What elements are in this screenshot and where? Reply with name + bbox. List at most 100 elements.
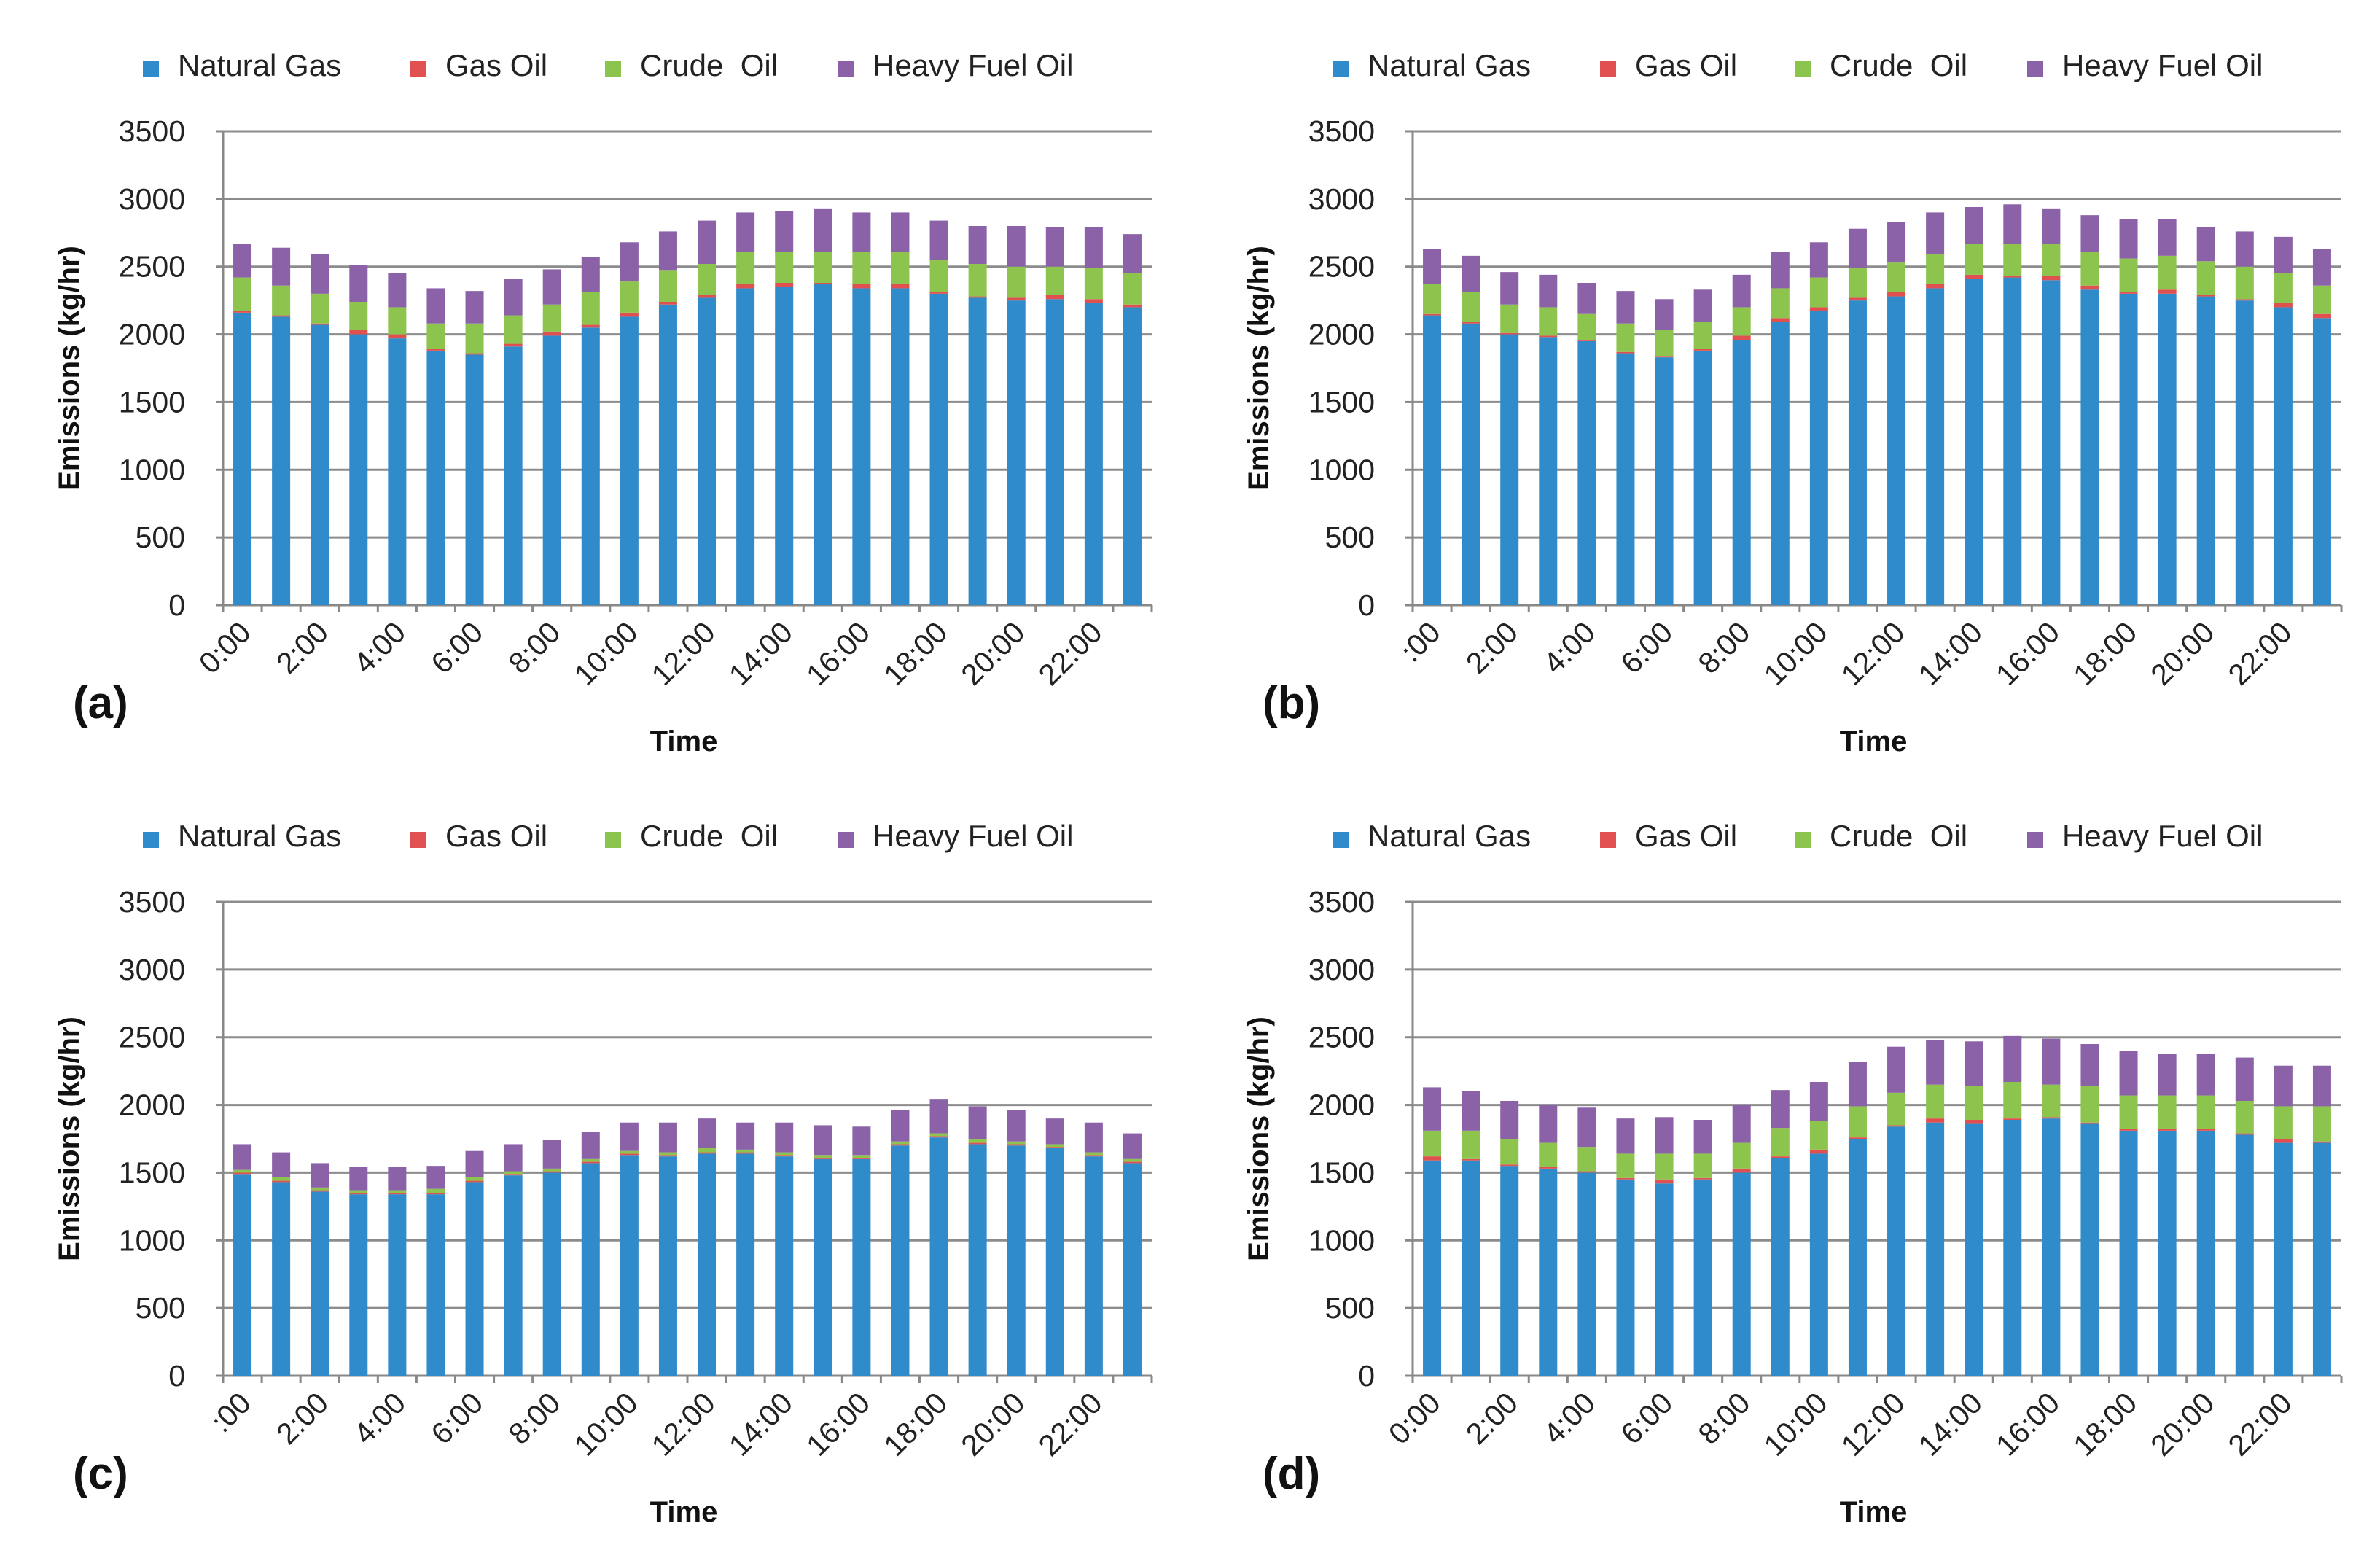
bar-gas-oil xyxy=(1123,1161,1142,1164)
bar-gas-oil xyxy=(620,1153,639,1156)
bar-heavy-fuel-oil xyxy=(465,1150,484,1177)
legend-swatch-crude-oil xyxy=(605,832,621,848)
bar-crude-oil xyxy=(1732,1142,1751,1169)
bar-natural-gas xyxy=(1732,1172,1751,1376)
bar-heavy-fuel-oil xyxy=(1887,1046,1906,1093)
bar-crude-oil xyxy=(1462,1130,1480,1159)
bar-natural-gas xyxy=(929,1137,948,1376)
bar-crude-oil xyxy=(1732,307,1751,336)
x-tick-label: 4:00 xyxy=(347,1386,412,1451)
bar-heavy-fuel-oil xyxy=(1123,234,1142,273)
bar-natural-gas xyxy=(775,1156,794,1376)
bar-natural-gas xyxy=(2042,1118,2061,1376)
bar-natural-gas xyxy=(2274,1142,2293,1376)
bar-crude-oil xyxy=(1848,1106,1867,1138)
bar-gas-oil xyxy=(1462,322,1480,324)
y-tick-label: 2500 xyxy=(1308,250,1375,284)
bar-natural-gas xyxy=(1655,1183,1674,1376)
bar-gas-oil xyxy=(426,1193,445,1195)
x-tick-label: 4:00 xyxy=(1537,615,1601,680)
bar-heavy-fuel-oil xyxy=(968,226,987,264)
bar-gas-oil xyxy=(1577,1171,1596,1173)
legend-label: Crude Oil xyxy=(640,819,778,853)
y-tick-label: 2000 xyxy=(119,1088,185,1122)
legend-label: Gas Oil xyxy=(1635,48,1737,82)
bar-crude-oil xyxy=(698,1148,717,1153)
bar-heavy-fuel-oil xyxy=(1732,1105,1751,1143)
bar-gas-oil xyxy=(1539,1167,1558,1169)
bar-crude-oil xyxy=(1655,330,1674,357)
bar-heavy-fuel-oil xyxy=(620,1122,639,1151)
bar-heavy-fuel-oil xyxy=(2235,231,2254,267)
bar-crude-oil xyxy=(1887,1092,1906,1126)
legend-label: Natural Gas xyxy=(178,819,341,853)
bar-natural-gas xyxy=(2274,307,2293,605)
bar-crude-oil xyxy=(1539,1142,1558,1167)
x-tick-label: 0:00 xyxy=(192,615,257,680)
bar-crude-oil xyxy=(814,252,832,283)
legend-label: Gas Oil xyxy=(445,819,547,853)
bar-gas-oil xyxy=(1848,297,1867,301)
bar-heavy-fuel-oil xyxy=(1577,283,1596,314)
bar-natural-gas xyxy=(504,346,523,605)
bar-natural-gas xyxy=(1123,1163,1142,1376)
bar-natural-gas xyxy=(2196,1130,2215,1376)
bar-crude-oil xyxy=(929,260,948,292)
bar-gas-oil xyxy=(542,331,561,336)
chart-panel-a: Natural Gas Gas Oil Crude Oil Heavy Fuel Oi… xyxy=(53,48,1153,758)
bar-crude-oil xyxy=(852,252,871,284)
bar-heavy-fuel-oil xyxy=(1539,1105,1558,1143)
bar-natural-gas xyxy=(2119,1130,2138,1376)
legend-label: Natural Gas xyxy=(1367,48,1531,82)
bar-crude-oil xyxy=(272,285,291,316)
bar-heavy-fuel-oil xyxy=(891,1110,910,1142)
bar-heavy-fuel-oil xyxy=(1693,289,1712,322)
bar-crude-oil xyxy=(968,1139,987,1143)
bar-heavy-fuel-oil xyxy=(311,254,329,294)
bar-gas-oil xyxy=(504,1174,523,1176)
bar-gas-oil xyxy=(1655,1179,1674,1184)
bar-heavy-fuel-oil xyxy=(349,1167,368,1191)
bar-gas-oil xyxy=(2042,276,2061,281)
bar-crude-oil xyxy=(620,281,639,313)
bar-natural-gas xyxy=(1500,1166,1519,1376)
legend-swatch-heavy-fuel-oil xyxy=(2027,832,2043,848)
bar-natural-gas xyxy=(465,1182,484,1376)
bar-crude-oil xyxy=(2080,252,2099,286)
bar-crude-oil xyxy=(504,315,523,344)
bar-natural-gas xyxy=(426,1194,445,1376)
bar-gas-oil xyxy=(233,311,252,313)
x-tick-label: 2:00 xyxy=(270,615,335,680)
bar-gas-oil xyxy=(2312,313,2331,319)
bar-natural-gas xyxy=(2312,318,2331,605)
bar-gas-oil xyxy=(349,330,368,335)
bar-heavy-fuel-oil xyxy=(233,244,252,278)
legend-swatch-gas-oil xyxy=(410,61,426,77)
x-tick-label: 10:00 xyxy=(1757,1386,1834,1463)
legend-label: Gas Oil xyxy=(445,48,547,82)
y-axis-title: Emissions (kg/hr) xyxy=(53,246,85,491)
bar-crude-oil xyxy=(852,1155,871,1158)
bar-heavy-fuel-oil xyxy=(1423,1087,1442,1131)
bar-gas-oil xyxy=(736,1152,755,1154)
legend-swatch-natural-gas xyxy=(1333,832,1349,848)
bar-gas-oil xyxy=(620,312,639,317)
bar-crude-oil xyxy=(388,1190,407,1193)
legend-swatch-crude-oil xyxy=(1795,61,1811,77)
bar-crude-oil xyxy=(349,1190,368,1193)
bar-crude-oil xyxy=(465,323,484,354)
bar-heavy-fuel-oil xyxy=(2119,219,2138,259)
bar-gas-oil xyxy=(1926,284,1945,289)
bar-crude-oil xyxy=(2196,261,2215,295)
bar-heavy-fuel-oil xyxy=(1123,1133,1142,1159)
bar-heavy-fuel-oil xyxy=(272,247,291,286)
bar-gas-oil xyxy=(2119,1129,2138,1131)
bar-crude-oil xyxy=(2196,1095,2215,1129)
bar-gas-oil xyxy=(775,1155,794,1157)
bar-natural-gas xyxy=(504,1175,523,1376)
x-tick-label: 16:00 xyxy=(1989,615,2066,692)
bar-heavy-fuel-oil xyxy=(698,1118,717,1148)
bar-crude-oil xyxy=(1887,262,1906,292)
bar-crude-oil xyxy=(2042,1084,2061,1118)
legend-swatch-gas-oil xyxy=(1600,61,1616,77)
